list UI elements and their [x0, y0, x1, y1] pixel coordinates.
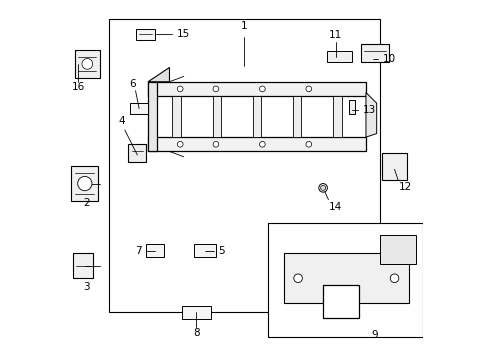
- Circle shape: [293, 274, 302, 283]
- Text: 11: 11: [328, 30, 342, 40]
- Bar: [108, 19, 380, 312]
- Text: 12: 12: [398, 182, 411, 192]
- Polygon shape: [128, 144, 146, 162]
- Circle shape: [213, 141, 218, 147]
- Text: 5: 5: [218, 246, 224, 256]
- Circle shape: [177, 86, 183, 92]
- Polygon shape: [135, 29, 155, 40]
- Circle shape: [259, 141, 264, 147]
- Polygon shape: [326, 51, 351, 62]
- Polygon shape: [75, 50, 100, 78]
- Polygon shape: [252, 96, 261, 137]
- Text: 3: 3: [83, 282, 90, 292]
- Circle shape: [259, 86, 264, 92]
- Polygon shape: [73, 253, 93, 278]
- Circle shape: [320, 185, 325, 190]
- Text: 4: 4: [118, 116, 124, 126]
- Circle shape: [305, 141, 311, 147]
- Polygon shape: [332, 96, 341, 137]
- Polygon shape: [212, 96, 221, 137]
- Polygon shape: [283, 253, 408, 303]
- Polygon shape: [148, 137, 365, 152]
- Polygon shape: [292, 96, 301, 137]
- Polygon shape: [182, 306, 210, 319]
- Text: 7: 7: [135, 246, 142, 256]
- Text: 1: 1: [241, 21, 247, 31]
- Polygon shape: [172, 96, 181, 137]
- Polygon shape: [381, 153, 406, 180]
- Text: 2: 2: [83, 198, 90, 208]
- Polygon shape: [380, 235, 415, 264]
- Circle shape: [318, 184, 326, 192]
- Text: 16: 16: [72, 82, 85, 92]
- Circle shape: [82, 59, 93, 69]
- Text: 8: 8: [193, 328, 199, 338]
- Bar: [267, 223, 422, 337]
- Polygon shape: [148, 82, 157, 152]
- Circle shape: [177, 141, 183, 147]
- Polygon shape: [130, 103, 148, 114]
- Text: 14: 14: [328, 202, 342, 212]
- Polygon shape: [348, 100, 354, 114]
- Polygon shape: [194, 244, 216, 257]
- Text: 15: 15: [176, 29, 189, 39]
- Polygon shape: [365, 93, 376, 137]
- Circle shape: [389, 274, 398, 283]
- Circle shape: [305, 86, 311, 92]
- Text: 6: 6: [129, 78, 136, 89]
- Polygon shape: [323, 285, 358, 318]
- Text: 9: 9: [371, 330, 377, 341]
- Polygon shape: [146, 244, 164, 257]
- Circle shape: [213, 86, 218, 92]
- Circle shape: [78, 176, 92, 191]
- Polygon shape: [71, 166, 98, 202]
- Text: 10: 10: [382, 54, 395, 64]
- Text: 13: 13: [362, 105, 375, 115]
- Polygon shape: [148, 82, 365, 96]
- Polygon shape: [148, 67, 169, 82]
- Polygon shape: [360, 44, 388, 62]
